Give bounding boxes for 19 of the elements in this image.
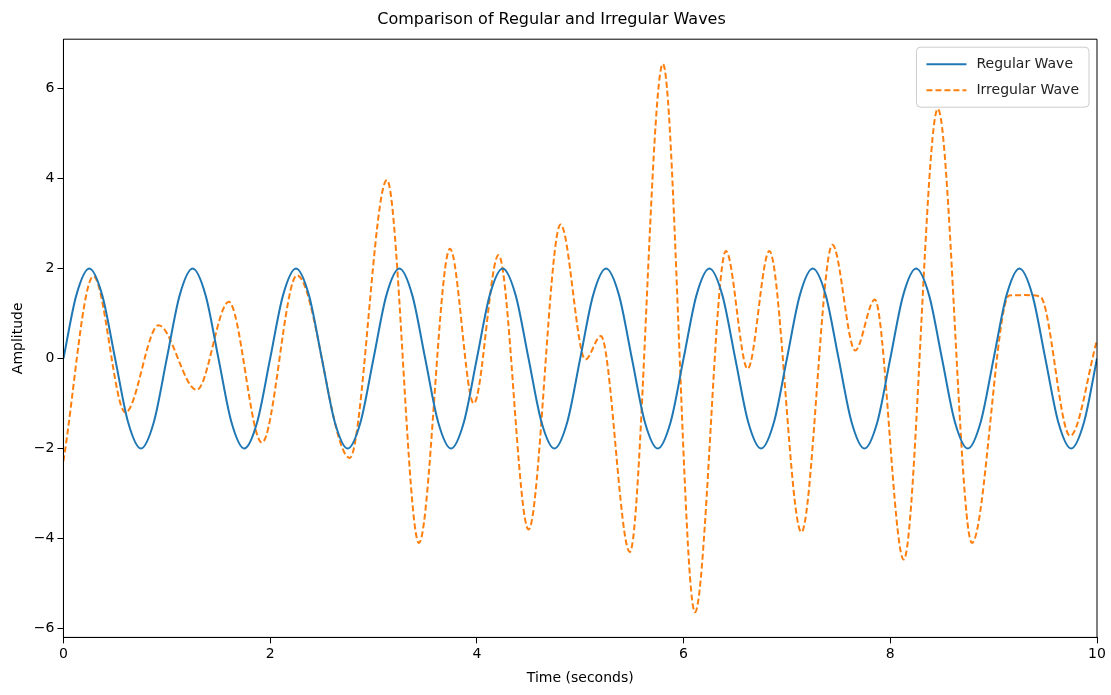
x-axis-title: Time (seconds) bbox=[525, 669, 634, 686]
x-tick-label: 2 bbox=[265, 645, 275, 662]
y-tick-label: 0 bbox=[45, 349, 55, 366]
chart-title: Comparison of Regular and Irregular Waves bbox=[377, 8, 726, 28]
y-tick-label: −4 bbox=[33, 529, 55, 546]
y-tick-label: −6 bbox=[33, 619, 55, 636]
legend-label: Irregular Wave bbox=[976, 80, 1079, 97]
x-tick-label: 0 bbox=[58, 645, 68, 662]
legend-label: Regular Wave bbox=[976, 54, 1074, 71]
x-tick-label: 10 bbox=[1088, 645, 1106, 662]
x-tick-label: 4 bbox=[472, 645, 482, 662]
y-tick-label: 4 bbox=[45, 169, 55, 186]
x-tick-label: 8 bbox=[885, 645, 895, 662]
y-tick-label: 2 bbox=[45, 259, 55, 276]
line-series bbox=[63, 267, 1097, 450]
y-tick-label: −2 bbox=[33, 439, 55, 456]
y-tick-label: 6 bbox=[45, 79, 55, 96]
y-axis-title: Amplitude bbox=[9, 302, 26, 375]
x-tick-label: 6 bbox=[679, 645, 689, 662]
